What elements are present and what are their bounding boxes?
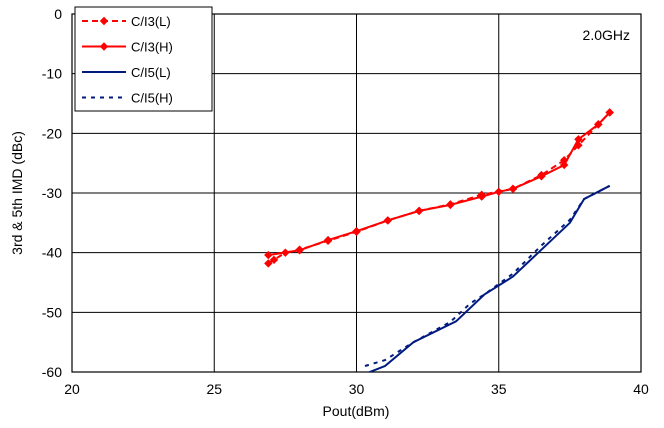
series-line-c-i5-l — [367, 184, 611, 372]
y-tick-label: -10 — [42, 66, 62, 82]
series-c-i5-l — [367, 184, 611, 372]
data-point-c-i3-h — [494, 187, 503, 197]
data-point-c-i3-h — [559, 160, 569, 170]
data-point-c-i3-h — [477, 192, 486, 201]
y-tick-labels: 0 -10 -20 -30 -40 -50 -60 — [42, 6, 62, 380]
y-tick-label: 0 — [54, 6, 62, 22]
data-point-c-i3-h — [508, 184, 518, 194]
data-point-c-i3-h — [264, 250, 273, 260]
plot-frame — [71, 13, 642, 373]
x-tick-label: 25 — [206, 381, 222, 397]
legend-marker-c-i3-l — [99, 16, 109, 26]
data-point-c-i3-h — [414, 206, 424, 216]
legend: C/I3(L) C/I3(H) C/I5(L) C/I5(H) — [74, 6, 213, 112]
legend-label-c-i3-l: C/I3(L) — [131, 14, 171, 29]
x-axis-label: Pout(dBm) — [323, 403, 390, 419]
x-tick-label: 40 — [633, 381, 649, 397]
x-tick-label: 35 — [491, 381, 507, 397]
data-point-c-i3-h — [352, 226, 361, 236]
y-axis-label: 3rd & 5th IMD (dBc) — [9, 131, 25, 255]
legend-marker-c-i3-h — [99, 42, 109, 51]
grid — [71, 13, 642, 373]
y-tick-label: -30 — [42, 185, 62, 201]
data-point-c-i3-h — [295, 246, 304, 255]
data-point-c-i3-h — [446, 200, 455, 210]
y-tick-label: -60 — [42, 364, 62, 380]
y-tick-label: -40 — [42, 245, 62, 261]
data-point-c-i3-h — [574, 135, 583, 144]
legend-box — [74, 6, 213, 112]
annotation-box — [553, 16, 637, 46]
x-tick-label: 30 — [349, 381, 365, 397]
data-point-c-i3-h — [383, 216, 393, 225]
data-point-c-i3-l — [264, 259, 273, 268]
data-point-c-i3-l — [269, 255, 279, 265]
x-tick-labels: 20 25 30 35 40 — [64, 381, 649, 397]
series-c-i5-h — [364, 184, 611, 367]
series-c-i3-h — [264, 108, 614, 260]
data-point-c-i3-h — [537, 172, 546, 181]
legend-label-c-i5-h: C/I5(H) — [131, 91, 173, 106]
y-tick-label: -50 — [42, 304, 62, 320]
x-tick-label: 20 — [64, 381, 80, 397]
series-layer — [264, 108, 614, 372]
series-line-c-i5-h — [364, 184, 611, 367]
data-point-c-i3-h — [594, 120, 603, 129]
data-point-c-i3-h — [605, 108, 614, 117]
data-point-c-i3-h — [323, 235, 333, 245]
legend-label-c-i3-h: C/I3(H) — [131, 40, 173, 55]
legend-label-c-i5-l: C/I5(L) — [131, 65, 171, 80]
frequency-annotation: 2.0GHz — [583, 27, 630, 43]
y-tick-label: -20 — [42, 125, 62, 141]
